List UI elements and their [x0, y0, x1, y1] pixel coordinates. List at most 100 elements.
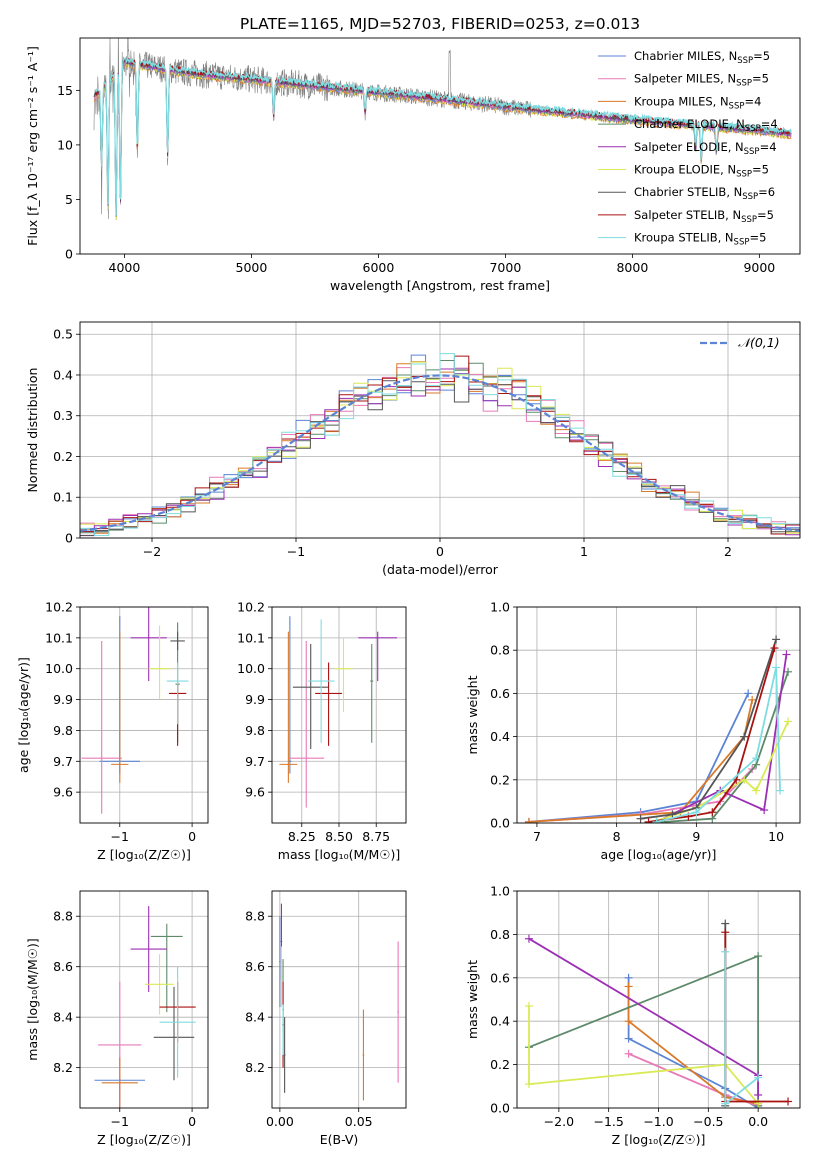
y-tick-label: 10.1	[45, 630, 73, 645]
x-tick-label: −2.0	[544, 1114, 574, 1129]
y-tick-label: 0.2	[490, 772, 510, 787]
point-marker	[524, 1002, 533, 1011]
legend-tail: =5	[752, 163, 769, 177]
x-tick-label: −1	[111, 1114, 129, 1129]
legend-tail: =6	[758, 185, 775, 199]
x-tick-label: 8.25	[288, 829, 316, 844]
errorbar-point	[397, 941, 399, 1083]
chart-age_vs_Z: −1 0 9.6 9.7 9.8 9.9 10.0 10.1 10.2 Z [log₁₀(Z/Z☉…	[16, 600, 209, 862]
y-tick-label: 9.9	[53, 692, 73, 707]
legend-name: Kroupa ELODIE, N	[634, 163, 736, 177]
y-tick-label: 0.6	[490, 686, 510, 701]
x-axis-label: mass [log₁₀(M/M☉)]	[278, 847, 400, 862]
y-tick-label: 0.4	[490, 1014, 510, 1029]
legend-name: Chabrier ELODIE, N	[634, 117, 745, 131]
x-tick-label: 8000	[616, 260, 648, 275]
legend-tail: =4	[760, 140, 777, 154]
weight-line-8	[724, 951, 759, 1106]
plot-area	[279, 903, 399, 1101]
point-marker	[624, 1017, 633, 1026]
y-tick-label: 0.0	[490, 1101, 510, 1116]
errorbar-point	[166, 662, 189, 725]
point-marker	[624, 1049, 633, 1058]
plot-area	[524, 635, 793, 823]
weight-line-5	[528, 1006, 759, 1105]
y-tick-label: 0.6	[490, 970, 510, 985]
histogram-series-8	[80, 353, 800, 536]
y-tick-label: 10	[57, 137, 73, 152]
point-marker	[752, 786, 761, 795]
chart-age_vs_mass: 8.25 8.50 8.75 9.6 9.7 9.8 9.9 10.0 10.1 10.2 mass…	[237, 600, 407, 862]
grid	[272, 891, 406, 1108]
legend-name: Chabrier STELIB, N	[634, 185, 742, 199]
y-tick-label: 8.2	[53, 1060, 73, 1075]
legend-entry: Kroupa MILES, NSSP=4	[634, 94, 761, 111]
legend-entry: Chabrier MILES, NSSP=5	[634, 49, 770, 66]
y-tick-label: 8.4	[53, 1010, 73, 1025]
y-tick-label: 9.8	[245, 723, 265, 738]
axes-frame	[271, 606, 407, 824]
point-marker	[636, 814, 645, 823]
point-marker	[721, 928, 730, 937]
y-tick-label: 8.6	[245, 959, 265, 974]
chart-mass_vs_EBV: 0.00 0.05 8.2 8.4 8.6 8.8 E(B-V)	[245, 890, 407, 1147]
legend-sub: SSP	[737, 56, 753, 66]
axes-frame	[79, 321, 801, 539]
legend-entry: Salpeter MILES, NSSP=5	[634, 72, 769, 89]
legend-entry: 𝒩(0,1)	[738, 335, 780, 350]
errorbar-point	[130, 906, 167, 992]
point-marker	[772, 635, 781, 644]
point-marker	[752, 754, 761, 763]
y-tick-label: 8.2	[245, 1060, 265, 1075]
point-marker	[652, 817, 661, 823]
grid	[80, 606, 208, 823]
y-tick-label: 0.4	[53, 367, 73, 382]
point-marker	[754, 1073, 763, 1082]
legend-sub: SSP	[744, 147, 760, 157]
x-tick-label: 5000	[236, 260, 268, 275]
legend-entry: Kroupa STELIB, NSSP=5	[634, 231, 766, 248]
x-tick-label: −2	[143, 544, 161, 559]
point-marker	[744, 689, 753, 698]
x-tick-label: 7000	[489, 260, 521, 275]
x-axis-label: (data-model)/error	[382, 562, 499, 577]
x-tick-label: 6000	[363, 260, 395, 275]
weight-line-2	[627, 986, 759, 1105]
legend-name: Chabrier MILES, N	[634, 49, 737, 63]
x-tick-label: 1	[580, 544, 588, 559]
y-tick-label: 0.4	[490, 729, 510, 744]
y-tick-label: 1.0	[490, 600, 510, 615]
errorbar-point	[101, 1057, 138, 1108]
legend-sub: SSP	[745, 124, 761, 134]
point-marker	[692, 808, 701, 817]
errorbar-point	[358, 631, 398, 682]
y-axis-label: Flux [f_λ 10⁻¹⁷ erg cm⁻² s⁻¹ A⁻¹]	[25, 46, 40, 246]
y-tick-label: 15	[57, 83, 73, 98]
y-tick-label: 0.3	[53, 408, 73, 423]
x-tick-label: −1	[287, 544, 305, 559]
chart-spectrum: 4000 5000 6000 7000 8000 9000 0 5 10 15 wavelength…	[25, 37, 801, 293]
x-tick-label: 10	[768, 829, 784, 844]
errorbar-point	[307, 619, 335, 743]
y-tick-label: 9.6	[245, 785, 265, 800]
point-marker	[784, 1097, 793, 1106]
point-marker	[721, 919, 730, 928]
errorbar-point	[148, 625, 171, 700]
axes-frame	[516, 606, 801, 824]
x-tick-label: −0.5	[693, 1114, 723, 1129]
point-marker	[624, 973, 633, 982]
y-tick-label: 0.2	[53, 449, 73, 464]
x-tick-label: 9	[692, 829, 700, 844]
y-tick-label: 0.1	[53, 490, 73, 505]
legend-tail: =5	[749, 231, 766, 245]
x-tick-label: 8.50	[325, 829, 353, 844]
plot-area	[93, 38, 792, 221]
y-axis-label: age [log₁₀(age/yr)]	[16, 657, 31, 773]
x-tick-label: −1	[111, 829, 129, 844]
point-marker	[782, 650, 791, 659]
errorbar-point	[130, 607, 167, 682]
legend-sub: SSP	[741, 215, 757, 225]
model-line-8	[95, 56, 792, 216]
axes-frame	[271, 890, 407, 1109]
errorbar-point	[81, 640, 122, 814]
